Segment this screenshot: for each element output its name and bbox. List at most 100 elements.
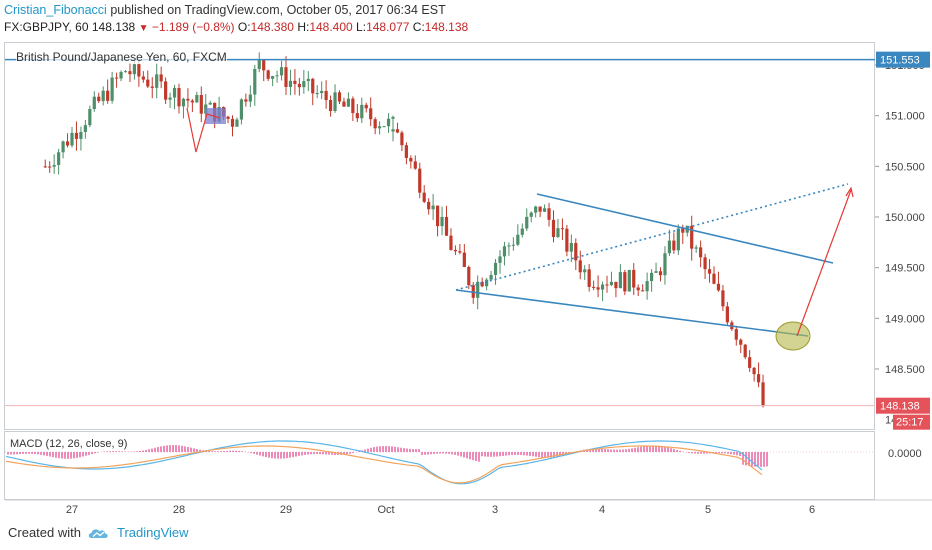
candle-body [364, 104, 368, 109]
candle-body [284, 67, 288, 87]
candle-body [257, 60, 261, 69]
x-tick-Oct: Oct [377, 504, 394, 516]
pattern-arrow [186, 107, 221, 153]
high-value: 148.400 [309, 20, 353, 34]
candle-body [569, 242, 573, 252]
candle-body [208, 102, 212, 105]
candle-body [493, 262, 498, 275]
candle-body [386, 118, 391, 127]
candle-body [391, 129, 395, 132]
candle-body [734, 329, 738, 340]
candle-body [351, 98, 355, 114]
candle-body [556, 228, 560, 237]
candle-body [315, 93, 319, 95]
candle-body [703, 257, 707, 270]
candle-body [632, 269, 636, 288]
low-label: L: [356, 20, 367, 34]
candle-body [164, 81, 168, 100]
y-tick-label: 148.500 [885, 364, 925, 376]
candle-body [699, 247, 703, 258]
candle-body [382, 126, 386, 128]
symbol-label: FX:GBPJPY, 60 [4, 20, 89, 34]
candle-body [756, 374, 761, 383]
price-pane[interactable] [4, 42, 875, 430]
candle-body [560, 228, 565, 230]
candle-body [676, 228, 680, 251]
candle-body [239, 99, 244, 120]
y-tick-label: 149.500 [885, 263, 925, 275]
x-tick-4: 4 [599, 504, 605, 516]
x-tick-29: 29 [280, 504, 292, 516]
candle-body [248, 94, 252, 102]
channel-upper-line [536, 193, 834, 264]
candle-body [97, 96, 101, 102]
tradingview-brand-link[interactable]: TradingView [116, 525, 189, 540]
candle-body [511, 244, 515, 246]
candle-body [458, 251, 462, 253]
candle-body [123, 71, 128, 73]
candle-body [431, 205, 435, 210]
candle-body [538, 206, 542, 212]
candle-body [355, 113, 359, 119]
candle-body [177, 88, 181, 107]
countdown-badge [893, 414, 930, 430]
candle-body [627, 269, 631, 292]
candle-body [485, 279, 489, 287]
candle-body [79, 132, 83, 139]
candle-body [195, 95, 199, 103]
candles [43, 52, 765, 408]
candle-body [551, 219, 556, 237]
candle-body [444, 216, 449, 236]
candle-body [462, 252, 466, 267]
candle-body [476, 281, 480, 298]
macd-line [5, 440, 763, 485]
candle-body [328, 100, 333, 112]
candle-body [641, 290, 645, 292]
candle-body [618, 272, 622, 289]
candle-body [645, 281, 649, 292]
candle-body [743, 344, 747, 358]
candle-body [114, 77, 119, 79]
author-link[interactable]: Cristian_Fibonacci [4, 3, 107, 17]
candle-body [614, 281, 618, 289]
candle-body [707, 269, 712, 274]
candle-body [132, 64, 137, 75]
top-price-badge [876, 51, 930, 68]
candle-body [574, 242, 578, 261]
candle-body [333, 92, 337, 112]
candle-body [694, 247, 698, 249]
signal-line [5, 445, 763, 484]
last-price: 148.138 [91, 20, 136, 34]
candle-body [480, 281, 484, 287]
candle-body [413, 161, 417, 169]
candle-body [159, 74, 163, 82]
candle-body [489, 274, 493, 280]
highlight-circle [775, 321, 811, 351]
candle-body [663, 253, 667, 276]
candle-body [306, 78, 310, 82]
last-price-badge [876, 397, 930, 414]
candle-body [279, 67, 284, 76]
symbol-line: FX:GBPJPY, 60 148.138 ▼ −1.189 (−0.8%) O… [4, 20, 468, 34]
candle-body [600, 284, 605, 290]
y-tick-label: 150.000 [885, 212, 925, 224]
projection-arrowhead [845, 186, 854, 198]
candle-body [181, 98, 186, 107]
x-tick-3: 3 [492, 504, 498, 516]
candle-body [253, 68, 257, 95]
candle-body [128, 71, 132, 75]
candle-body [57, 152, 61, 166]
candle-body [230, 118, 235, 127]
candle-body [186, 98, 190, 101]
candle-body [681, 228, 685, 233]
candle-body [293, 80, 297, 84]
candle-body [43, 166, 47, 168]
candle-body [119, 72, 123, 79]
candle-body [302, 81, 306, 88]
close-value: 148.138 [424, 20, 469, 34]
top-price-badge-text: 151.553 [880, 55, 920, 67]
candle-body [378, 126, 382, 129]
series-legend: British Pound/Japanese Yen, 60, FXCM [16, 50, 227, 64]
tradingview-cloud-icon [88, 528, 108, 538]
